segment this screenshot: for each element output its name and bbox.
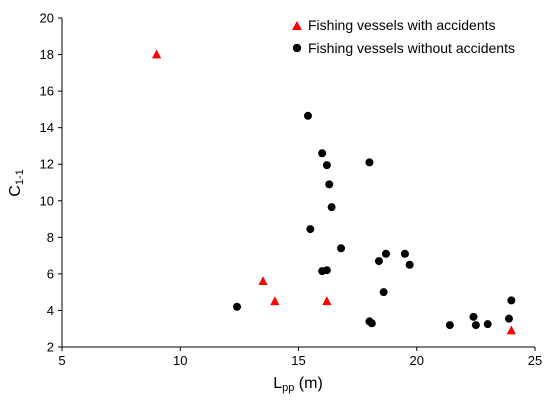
data-point-without-accidents [483,320,492,329]
data-point-with-accidents [258,276,268,285]
y-tick-label: 2 [47,340,54,355]
data-point-without-accidents [322,266,331,275]
data-point-without-accidents [327,203,336,212]
data-point-without-accidents [367,319,376,328]
data-point-without-accidents [374,257,383,266]
y-tick-label: 6 [47,266,54,281]
y-tick-label: 18 [40,47,54,62]
data-point-with-accidents [506,325,516,335]
legend-label-with-accidents: Fishing vessels with accidents [308,17,496,33]
data-point-with-accidents [152,49,162,59]
data-marks [152,49,516,335]
data-point-without-accidents [318,149,327,158]
x-axis-title: Lpp (m) [273,375,323,394]
data-point-without-accidents [405,260,414,269]
y-tick-label: 12 [40,157,54,172]
data-point-without-accidents [445,321,454,330]
y-tick-label: 8 [47,230,54,245]
x-tick-label: 5 [58,353,65,368]
data-point-without-accidents [400,249,409,258]
y-tick-label: 20 [40,11,54,26]
y-tick-label: 16 [40,84,54,99]
data-point-without-accidents [365,158,374,167]
legend-triangle-marker [292,21,302,30]
x-tick-label: 20 [410,353,424,368]
data-point-without-accidents [337,244,346,253]
legend: Fishing vessels with accidents Fishing v… [292,17,515,56]
x-ticks: 5 10 15 20 25 [58,347,542,368]
y-axis-title: C1-1 [7,169,26,196]
data-point-without-accidents [306,225,315,234]
data-point-with-accidents [322,296,332,306]
y-tick-label: 4 [47,303,54,318]
data-point-without-accidents [325,180,334,189]
data-point-without-accidents [504,314,513,323]
data-point-without-accidents [469,312,478,321]
legend-label-without-accidents: Fishing vessels without accidents [308,40,515,56]
x-tick-label: 10 [173,353,187,368]
y-tick-label: 10 [40,193,54,208]
data-point-without-accidents [507,296,516,305]
data-point-with-accidents [270,296,280,306]
x-tick-label: 15 [291,353,305,368]
data-point-without-accidents [379,288,388,297]
data-point-without-accidents [322,161,331,170]
data-point-without-accidents [382,249,391,258]
data-point-without-accidents [471,321,480,330]
axes [61,18,535,348]
x-tick-label: 25 [528,353,542,368]
y-tick-label: 14 [40,120,54,135]
legend-circle-marker [292,43,302,53]
data-point-without-accidents [233,302,242,311]
y-ticks: 2 4 6 8 10 12 14 16 18 20 [40,11,62,355]
data-point-without-accidents [303,111,312,120]
